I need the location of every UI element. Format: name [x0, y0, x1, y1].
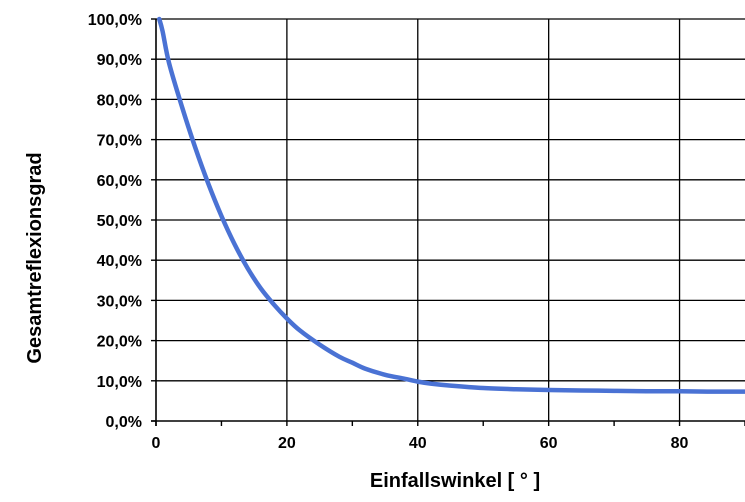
x-tick-label: 80 — [671, 435, 689, 452]
reflectance-series-line — [157, 16, 745, 394]
x-tick-label: 20 — [278, 435, 296, 452]
y-tick-labels: 0,0% 10,0% 20,0% 30,0% 40,0% 50,0% 60,0% 70,0% 8… — [88, 12, 142, 431]
y-tick-label: 100,0% — [88, 12, 142, 29]
x-axis-title: Einfallswinkel [ ° ] — [370, 470, 540, 492]
series-layer — [157, 16, 745, 394]
y-axis-title: Gesamtreflexionsgrad — [24, 152, 46, 363]
y-tick-label: 70,0% — [97, 133, 142, 150]
y-tick-label: 40,0% — [97, 253, 142, 270]
x-tick-label: 60 — [540, 435, 558, 452]
y-tick-label: 90,0% — [97, 52, 142, 69]
y-tick-label: 80,0% — [97, 92, 142, 109]
y-tick-label: 30,0% — [97, 293, 142, 310]
y-tick-label: 50,0% — [97, 213, 142, 230]
y-tick-label: 10,0% — [97, 374, 142, 391]
x-tick-label: 0 — [152, 435, 161, 452]
y-gridlines — [156, 18, 745, 382]
y-tick-label: 60,0% — [97, 173, 142, 190]
y-tick-label: 20,0% — [97, 334, 142, 351]
y-tick-label: 0,0% — [106, 414, 142, 431]
x-tick-label: 40 — [409, 435, 427, 452]
x-tick-labels: 0 20 40 60 80 — [152, 435, 689, 452]
axes — [151, 18, 745, 426]
